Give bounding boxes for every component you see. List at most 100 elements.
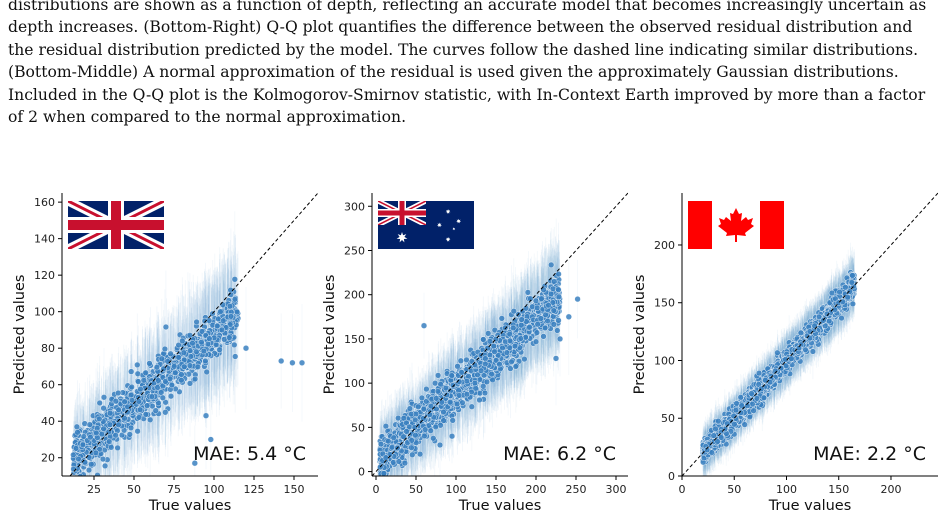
data-point bbox=[435, 372, 442, 379]
data-point bbox=[77, 473, 84, 476]
y-tick-label: 140 bbox=[34, 233, 55, 246]
data-point bbox=[159, 394, 166, 401]
data-point bbox=[153, 364, 161, 371]
data-point bbox=[115, 421, 122, 428]
data-point bbox=[189, 340, 196, 347]
data-point bbox=[99, 456, 107, 463]
data-point bbox=[86, 421, 93, 428]
y-tick-label: 40 bbox=[41, 415, 55, 428]
y-tick-label: 100 bbox=[34, 306, 55, 319]
data-point bbox=[137, 386, 144, 393]
data-points bbox=[70, 276, 306, 488]
data-point bbox=[234, 308, 241, 316]
data-point bbox=[540, 333, 547, 340]
data-point bbox=[85, 454, 93, 461]
data-point bbox=[108, 444, 115, 451]
data-point bbox=[202, 412, 210, 419]
x-axis-label: True values bbox=[148, 498, 232, 514]
data-point bbox=[88, 461, 95, 468]
data-point bbox=[121, 398, 128, 405]
data-point bbox=[178, 377, 185, 384]
caption-line: (Bottom-Middle) A normal approximation o… bbox=[8, 63, 899, 82]
data-point bbox=[187, 353, 195, 360]
data-point bbox=[146, 360, 153, 367]
data-point bbox=[142, 411, 150, 418]
data-point bbox=[162, 378, 169, 385]
data-point bbox=[75, 455, 82, 463]
data-point bbox=[115, 406, 122, 413]
data-point bbox=[226, 303, 234, 310]
data-point bbox=[186, 332, 194, 339]
data-point bbox=[175, 342, 182, 349]
data-point bbox=[96, 399, 103, 407]
data-point bbox=[164, 358, 171, 365]
data-point bbox=[232, 353, 239, 360]
data-point bbox=[147, 416, 154, 423]
data-point bbox=[468, 403, 475, 410]
y-tick-label: 80 bbox=[41, 342, 55, 355]
data-point bbox=[135, 414, 143, 421]
data-point bbox=[135, 378, 142, 385]
data-point bbox=[115, 389, 122, 397]
data-point bbox=[198, 339, 205, 346]
data-point bbox=[298, 359, 306, 366]
scatter-panel-1: 25 50 75 100 125 150 20 40 60 80 100 120 140 160 True … bbox=[12, 192, 318, 514]
data-point bbox=[175, 354, 182, 361]
data-point bbox=[203, 368, 210, 376]
data-point bbox=[76, 482, 82, 488]
data-point bbox=[144, 402, 151, 409]
data-point bbox=[206, 335, 213, 342]
data-point bbox=[127, 424, 135, 432]
caption-line: depth increases. (Bottom-Right) Q-Q plot… bbox=[8, 18, 913, 37]
data-point bbox=[134, 361, 141, 369]
data-point bbox=[187, 347, 194, 354]
data-point bbox=[191, 460, 198, 467]
data-point bbox=[186, 380, 194, 387]
figure-caption: distributions are shown as a function of… bbox=[8, 0, 944, 128]
data-point bbox=[126, 431, 133, 438]
data-point bbox=[152, 407, 159, 414]
data-point bbox=[77, 478, 83, 484]
data-point bbox=[79, 441, 87, 448]
data-point bbox=[70, 451, 77, 459]
data-point bbox=[162, 323, 170, 331]
data-point bbox=[135, 398, 142, 405]
scatter-panel-2: 0 50 100 150 200 250 300050100150200250300True… bbox=[322, 192, 628, 514]
data-point bbox=[128, 383, 135, 391]
data-point bbox=[140, 377, 147, 384]
data-point bbox=[168, 381, 176, 389]
data-point bbox=[81, 420, 88, 427]
data-point bbox=[148, 393, 156, 400]
x-tick-label: 100 bbox=[204, 483, 225, 496]
y-tick-label: 20 bbox=[41, 452, 55, 465]
data-point bbox=[106, 421, 114, 428]
x-tick-label: 50 bbox=[127, 483, 141, 496]
data-point bbox=[124, 409, 131, 416]
data-point bbox=[92, 449, 100, 457]
data-point bbox=[231, 296, 239, 303]
data-point bbox=[87, 434, 94, 441]
data-point bbox=[180, 349, 188, 356]
data-point bbox=[158, 389, 165, 396]
x-tick-label: 150 bbox=[284, 483, 305, 496]
data-point bbox=[178, 371, 185, 378]
data-point bbox=[96, 446, 103, 453]
data-point bbox=[278, 357, 285, 365]
data-point bbox=[242, 345, 250, 352]
data-point bbox=[100, 394, 108, 401]
data-point bbox=[220, 317, 227, 324]
data-point bbox=[193, 348, 200, 355]
data-point bbox=[217, 308, 224, 315]
data-point bbox=[181, 363, 188, 370]
data-point bbox=[231, 276, 238, 283]
data-point bbox=[128, 368, 135, 375]
data-point bbox=[80, 433, 87, 440]
data-point bbox=[124, 403, 131, 410]
data-point bbox=[85, 467, 93, 474]
data-point bbox=[98, 431, 105, 438]
data-point bbox=[167, 350, 174, 357]
data-point bbox=[179, 337, 186, 345]
data-point bbox=[200, 348, 207, 355]
caption-line: distributions are shown as a function of… bbox=[8, 0, 927, 14]
data-point bbox=[192, 375, 199, 383]
